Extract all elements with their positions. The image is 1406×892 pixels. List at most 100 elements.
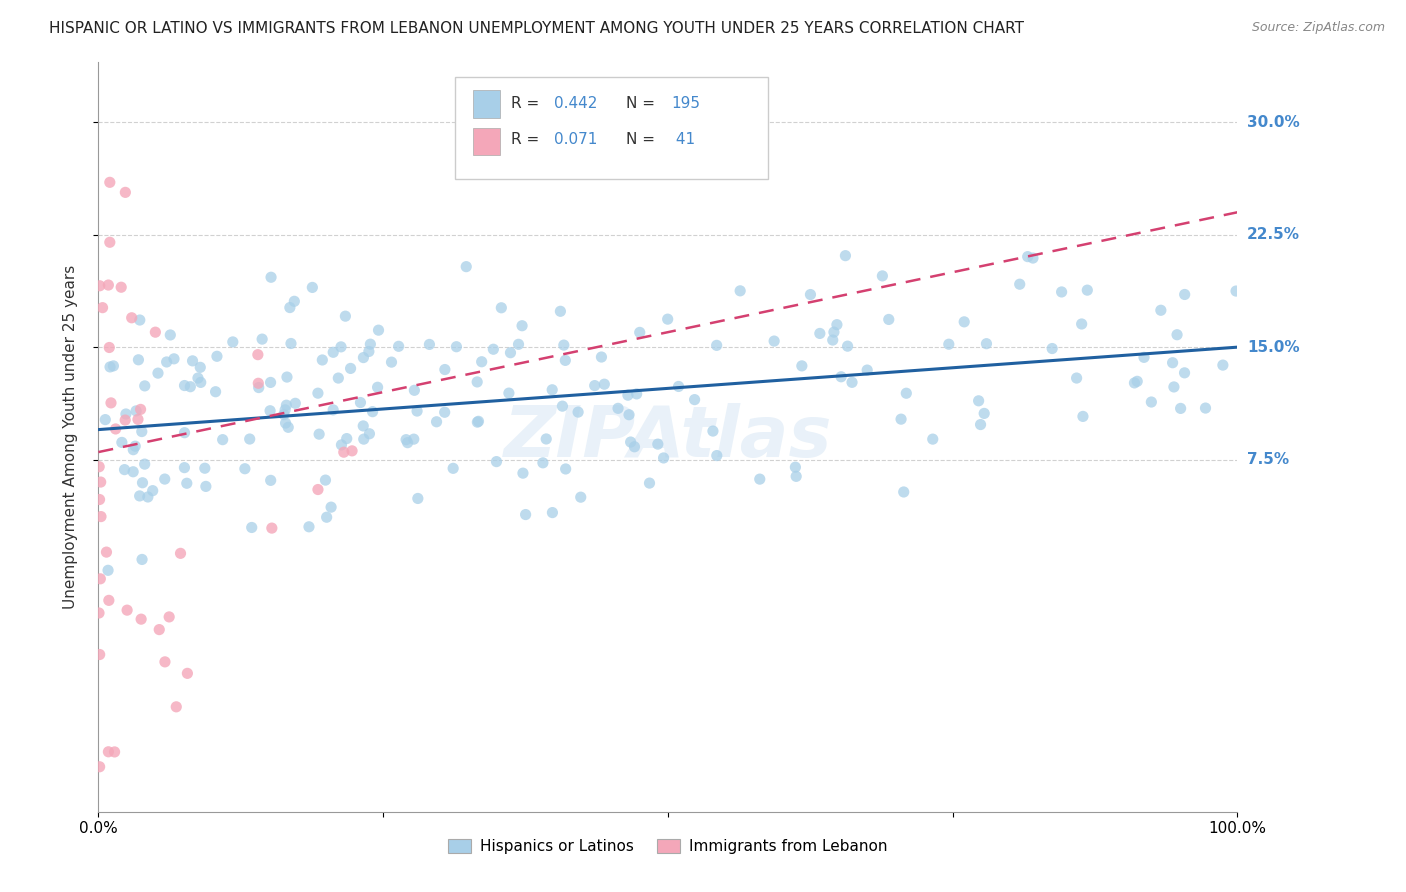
Point bbox=[683, 392, 706, 407]
Point bbox=[250, 332, 273, 346]
Point bbox=[322, 345, 344, 359]
Point bbox=[967, 393, 990, 408]
Point bbox=[173, 425, 195, 440]
Point bbox=[1050, 285, 1073, 299]
Point bbox=[87, 606, 110, 620]
Point bbox=[825, 318, 848, 332]
Y-axis label: Unemployment Among Youth under 25 years: Unemployment Among Youth under 25 years bbox=[63, 265, 77, 609]
Point bbox=[1040, 342, 1063, 356]
Point bbox=[298, 520, 321, 534]
Point bbox=[510, 318, 533, 333]
Point bbox=[551, 399, 574, 413]
Point bbox=[1161, 356, 1184, 370]
Point bbox=[146, 366, 169, 380]
Point bbox=[274, 402, 297, 417]
Point bbox=[319, 500, 342, 515]
Point bbox=[259, 403, 281, 417]
Point bbox=[153, 472, 176, 486]
Point bbox=[187, 371, 209, 385]
Text: N =: N = bbox=[626, 96, 655, 112]
Point bbox=[541, 383, 564, 397]
Point bbox=[115, 407, 138, 421]
Point bbox=[877, 312, 900, 326]
Point bbox=[380, 355, 402, 369]
Point bbox=[188, 360, 211, 375]
Point bbox=[607, 401, 630, 416]
Point bbox=[359, 337, 381, 351]
Point bbox=[115, 603, 138, 617]
Point bbox=[260, 474, 283, 488]
Point bbox=[239, 432, 262, 446]
Point bbox=[134, 457, 156, 471]
Point bbox=[97, 593, 120, 607]
Point bbox=[211, 433, 233, 447]
Point bbox=[668, 379, 690, 393]
Point bbox=[278, 301, 301, 315]
Point bbox=[315, 510, 337, 524]
Point bbox=[418, 337, 440, 351]
Point bbox=[620, 435, 643, 450]
Text: 195: 195 bbox=[671, 96, 700, 112]
Point bbox=[799, 287, 821, 301]
Point bbox=[541, 506, 564, 520]
Point bbox=[456, 260, 478, 274]
Point bbox=[128, 489, 150, 503]
Point bbox=[194, 461, 217, 475]
Point bbox=[837, 339, 859, 353]
Point bbox=[499, 345, 522, 359]
Point bbox=[441, 461, 464, 475]
Point bbox=[277, 420, 299, 434]
Point bbox=[1008, 277, 1031, 292]
Text: ZIPAtlas: ZIPAtlas bbox=[503, 402, 832, 472]
Point bbox=[98, 235, 121, 250]
Point bbox=[280, 336, 302, 351]
Point bbox=[1173, 366, 1195, 380]
Point bbox=[652, 450, 675, 465]
Point bbox=[1194, 401, 1216, 415]
Point bbox=[1150, 303, 1173, 318]
Text: 41: 41 bbox=[671, 132, 696, 147]
Point bbox=[647, 437, 669, 451]
Point bbox=[136, 490, 159, 504]
Point bbox=[110, 280, 132, 294]
Point bbox=[308, 427, 330, 442]
Point bbox=[402, 432, 425, 446]
Point bbox=[173, 460, 195, 475]
Point bbox=[176, 666, 198, 681]
Point bbox=[657, 312, 679, 326]
Point bbox=[593, 377, 616, 392]
Point bbox=[841, 376, 863, 390]
Point bbox=[276, 370, 298, 384]
Point bbox=[89, 278, 111, 293]
Point bbox=[124, 439, 146, 453]
Point bbox=[340, 443, 363, 458]
Point bbox=[98, 175, 121, 189]
Point bbox=[583, 378, 606, 392]
Point bbox=[728, 284, 751, 298]
Point bbox=[156, 355, 179, 369]
Point bbox=[465, 375, 488, 389]
Point bbox=[352, 351, 374, 365]
Point bbox=[554, 462, 576, 476]
Point bbox=[433, 362, 456, 376]
Point bbox=[1212, 358, 1234, 372]
Point bbox=[100, 396, 122, 410]
Point bbox=[921, 432, 943, 446]
Text: N =: N = bbox=[626, 132, 655, 147]
Point bbox=[176, 476, 198, 491]
Point bbox=[357, 344, 380, 359]
Point bbox=[617, 388, 640, 402]
Point bbox=[247, 380, 270, 394]
Point bbox=[706, 338, 728, 352]
Text: R =: R = bbox=[510, 132, 538, 147]
Point bbox=[301, 280, 323, 294]
Point bbox=[893, 485, 915, 500]
Point bbox=[90, 509, 112, 524]
Point bbox=[1174, 287, 1197, 301]
Point bbox=[748, 472, 770, 486]
Text: 7.5%: 7.5% bbox=[1247, 452, 1289, 467]
Point bbox=[508, 337, 530, 351]
Point bbox=[247, 376, 270, 391]
Point bbox=[425, 415, 447, 429]
Point bbox=[973, 406, 995, 420]
